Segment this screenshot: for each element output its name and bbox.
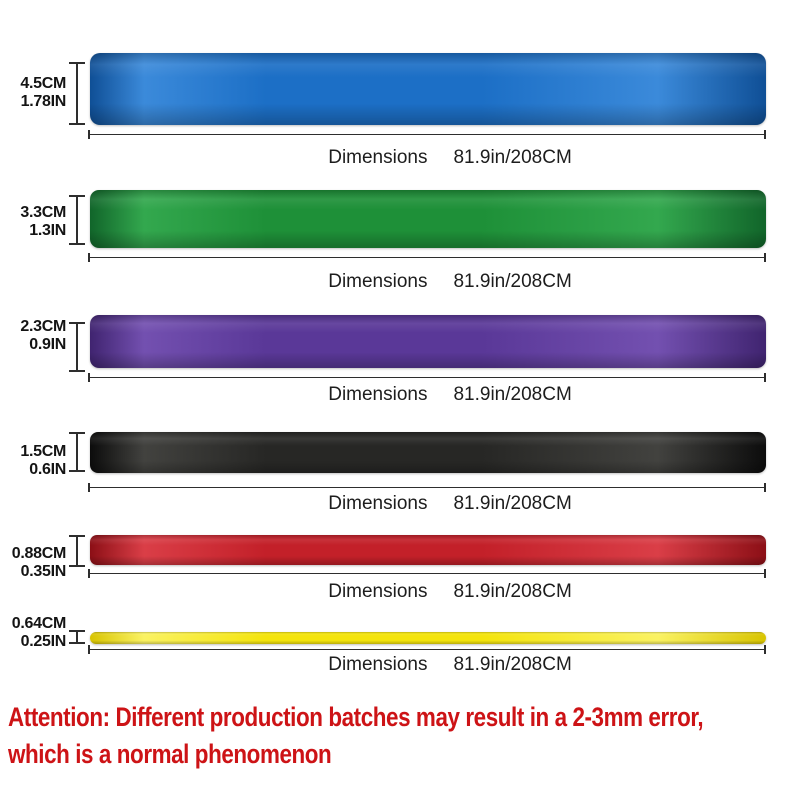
thickness-in: 0.9IN: [29, 336, 66, 353]
horizontal-measure-line: [88, 130, 766, 139]
thickness-cm: 3.3CM: [20, 204, 66, 221]
thickness-in: 1.3IN: [29, 222, 66, 239]
thickness-label-blue: 4.5CM 1.78IN: [0, 75, 66, 111]
horizontal-measure-line: [88, 483, 766, 492]
thickness-label-green: 3.3CM 1.3IN: [0, 204, 66, 240]
thickness-cm: 4.5CM: [20, 75, 66, 92]
attention-note: Attention: Different production batches …: [8, 699, 800, 773]
resistance-band-green: [90, 190, 766, 248]
vertical-measure-bracket: [69, 62, 85, 125]
vertical-measure-bracket: [69, 322, 85, 372]
resistance-band-yellow: [90, 632, 766, 644]
horizontal-measure-line: [88, 569, 766, 578]
horizontal-measure-line: [88, 253, 766, 262]
thickness-label-yellow: 0.64CM 0.25IN: [0, 615, 67, 651]
resistance-band-red: [90, 535, 766, 565]
resistance-band-purple: [90, 315, 766, 368]
thickness-in: 1.78IN: [20, 93, 67, 110]
dimensions-value: 81.9in/208CM: [453, 384, 572, 405]
dimensions-label: Dimensions: [328, 493, 428, 514]
resistance-band-black: [90, 432, 766, 473]
dimensions-label: Dimensions: [328, 384, 428, 405]
dimensions-value: 81.9in/208CM: [453, 654, 572, 675]
resistance-band-blue: [90, 53, 766, 125]
vertical-measure-bracket: [69, 432, 85, 472]
dimensions-value: 81.9in/208CM: [453, 147, 572, 168]
dimensions-caption: Dimensions 81.9in/208CM: [130, 581, 770, 603]
dimensions-caption: Dimensions 81.9in/208CM: [130, 493, 770, 515]
dimensions-label: Dimensions: [328, 147, 428, 168]
thickness-label-black: 1.5CM 0.6IN: [0, 443, 66, 479]
thickness-in: 0.35IN: [20, 563, 67, 580]
horizontal-measure-line: [88, 645, 766, 654]
dimensions-caption: Dimensions 81.9in/208CM: [130, 147, 770, 169]
vertical-measure-bracket: [69, 195, 85, 245]
thickness-cm: 0.88CM: [11, 545, 67, 562]
attention-line-2: which is a normal phenomenon: [8, 739, 332, 769]
horizontal-measure-line: [88, 373, 766, 382]
vertical-measure-bracket: [69, 630, 85, 644]
thickness-cm: 1.5CM: [20, 443, 66, 460]
dimensions-caption: Dimensions 81.9in/208CM: [130, 654, 770, 676]
thickness-cm: 0.64CM: [11, 615, 67, 632]
dimensions-value: 81.9in/208CM: [453, 271, 572, 292]
dimensions-label: Dimensions: [328, 654, 428, 675]
dimensions-caption: Dimensions 81.9in/208CM: [130, 271, 770, 293]
thickness-in: 0.25IN: [20, 633, 67, 650]
dimensions-label: Dimensions: [328, 581, 428, 602]
thickness-label-purple: 2.3CM 0.9IN: [0, 318, 66, 354]
dimensions-value: 81.9in/208CM: [453, 493, 572, 514]
thickness-in: 0.6IN: [29, 461, 66, 478]
dimensions-value: 81.9in/208CM: [453, 581, 572, 602]
thickness-cm: 2.3CM: [20, 318, 66, 335]
dimensions-label: Dimensions: [328, 271, 428, 292]
thickness-label-red: 0.88CM 0.35IN: [0, 545, 67, 581]
vertical-measure-bracket: [69, 535, 85, 567]
dimensions-caption: Dimensions 81.9in/208CM: [130, 384, 770, 406]
attention-line-1: Attention: Different production batches …: [8, 702, 704, 732]
